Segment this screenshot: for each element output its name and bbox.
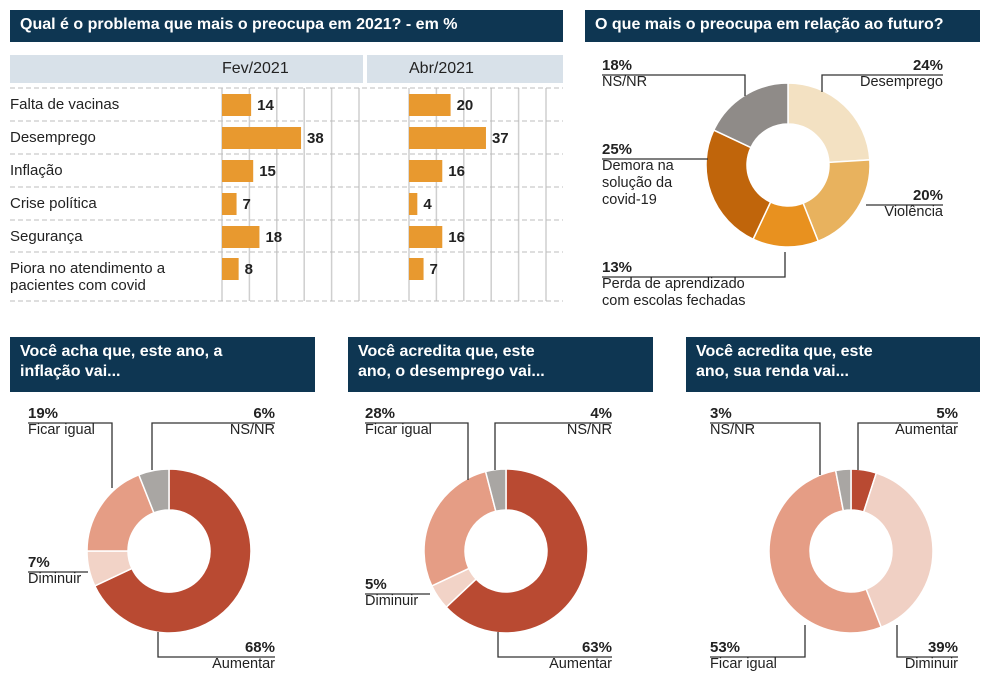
label-ficar-renda: 53% Ficar igual	[710, 639, 777, 672]
donut-slice-nsnr	[712, 82, 789, 149]
bar-fev-2021	[222, 127, 302, 149]
donut-slice-nsnr	[834, 468, 852, 512]
label-violencia-future: 20% Violência	[884, 187, 943, 220]
label-nsnr-renda: 3% NS/NR	[710, 405, 756, 438]
bar-value-label: 15	[259, 163, 276, 180]
category-label: Falta de vacinas	[10, 96, 120, 113]
label-desemprego-future: 24% Desemprego	[859, 57, 943, 90]
label-diminuir-renda: 39% Diminuir	[904, 639, 958, 672]
bar-abr-2021	[409, 226, 443, 248]
bar-value-label: 20	[456, 97, 474, 114]
label-ficar-inflacao: 19% Ficar igual	[28, 405, 95, 438]
bar-fev-2021	[222, 160, 254, 182]
donut-slice-demora	[705, 129, 772, 241]
label-nsnr-future: 18% NS/NR	[602, 57, 648, 90]
bar-value-label: 7	[242, 196, 251, 213]
income-donut-title: Você acredita que, este ano, sua renda v…	[686, 337, 980, 392]
category-label: Inflação	[10, 162, 63, 179]
bar-value-label: 8	[244, 261, 253, 278]
bar-value-label: 37	[491, 130, 509, 147]
bar-value-label: 14	[257, 97, 274, 114]
inflation-donut-title: Você acha que, este ano, a inflação vai.…	[10, 337, 315, 392]
category-label: Piora no atendimento a pacientes com cov…	[10, 260, 166, 294]
label-diminuir-inflacao: 7% Diminuir	[28, 554, 82, 587]
category-label: Crise política	[10, 195, 97, 212]
bar-fev-2021	[222, 226, 260, 248]
unemployment-donut-title: Você acredita que, este ano, o desempreg…	[348, 337, 653, 392]
donut-slice-ficar	[768, 469, 883, 634]
label-aumentar-renda: 5% Aumentar	[895, 405, 958, 438]
bar-fev-2021	[222, 193, 237, 215]
bar-fev-2021	[222, 258, 239, 280]
donut-slice-ficar	[423, 470, 497, 587]
bar-abr-2021	[409, 258, 424, 280]
bar-fev-2021	[222, 94, 252, 116]
bar-chart-title: Qual é o problema que mais o preocupa em…	[10, 10, 563, 42]
future-donut-title: O que mais o preocupa em relação ao futu…	[585, 10, 980, 42]
donut-slice-nsnr	[137, 468, 170, 514]
label-perda-future: 13% Perda de aprendizado com escolas fech…	[602, 259, 746, 309]
bar-abr-2021	[409, 193, 418, 215]
label-ficar-desemprego: 28% Ficar igual	[365, 405, 432, 438]
bar-value-label: 7	[429, 261, 438, 278]
bar-value-label: 38	[307, 130, 324, 147]
label-nsnr-desemprego: 4% NS/NR	[566, 405, 612, 438]
donut-slice-diminuir	[862, 472, 934, 629]
bar-abr-2021	[409, 160, 443, 182]
bar-value-label: 16	[448, 229, 465, 246]
donut-slice-nsnr	[484, 468, 507, 513]
bar-value-label: 18	[265, 229, 283, 246]
label-aumentar-inflacao: 68% Aumentar	[212, 639, 275, 672]
series-header-abr: Abr/2021	[367, 55, 563, 83]
category-label: Segurança	[10, 228, 83, 245]
series-header-fev: Fev/2021	[10, 55, 363, 83]
label-demora-future: 25% Demora na solução da covid-19	[602, 141, 674, 208]
label-nsnr-inflacao: 6% NS/NR	[229, 405, 275, 438]
donut-slice-aumentar	[445, 468, 589, 634]
label-aumentar-desemprego: 63% Aumentar	[549, 639, 612, 672]
bar-value-label: 4	[423, 196, 432, 213]
bar-value-label: 16	[448, 163, 465, 180]
bar-abr-2021	[409, 94, 451, 116]
donut-slice-aumentar	[93, 468, 252, 634]
category-label: Desemprego	[10, 129, 96, 146]
label-diminuir-desemprego: 5% Diminuir	[365, 576, 419, 609]
bar-abr-2021	[409, 127, 486, 149]
